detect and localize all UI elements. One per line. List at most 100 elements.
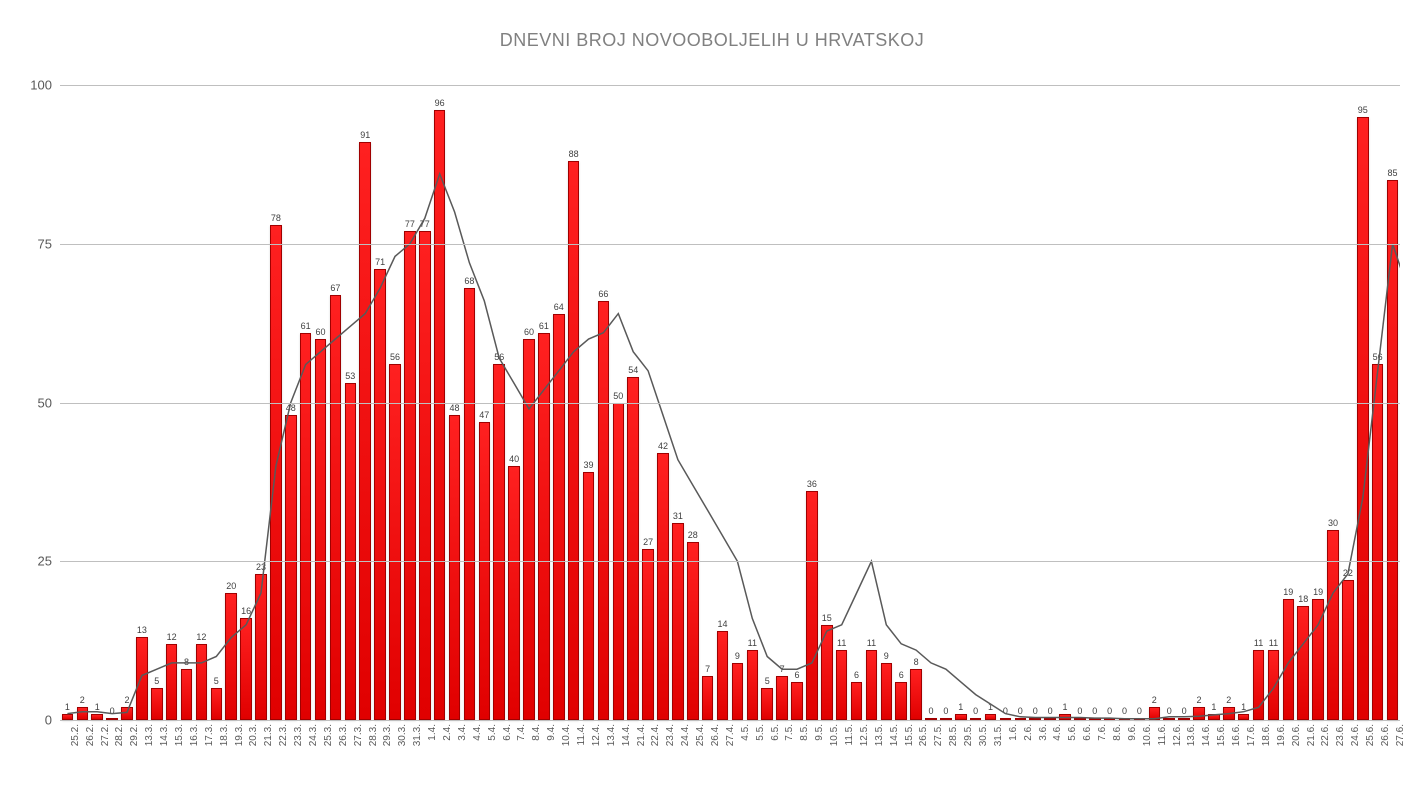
bar-value-label: 0 <box>110 706 115 718</box>
x-tick-label: 6.6. <box>1082 724 1093 741</box>
bar-group: 54 <box>627 377 639 720</box>
bar-group: 11 <box>1253 650 1265 720</box>
bar-group: 11 <box>1268 650 1280 720</box>
x-tick-label: 14.5. <box>889 724 900 746</box>
bar-value-label: 48 <box>450 403 460 415</box>
y-tick-label: 75 <box>38 236 60 251</box>
bar-value-label: 11 <box>837 638 846 650</box>
x-tick-label: 20.3. <box>248 724 259 746</box>
x-tick-label: 18.3. <box>219 724 230 746</box>
x-tick-label: 22.4. <box>650 724 661 746</box>
bar-group: 64 <box>553 314 565 720</box>
bar <box>211 688 223 720</box>
bar-value-label: 78 <box>271 213 281 225</box>
bar-value-label: 8 <box>184 657 189 669</box>
x-tick-label: 25.3. <box>323 724 334 746</box>
x-tick-label: 14.6. <box>1201 724 1212 746</box>
bar-group: 71 <box>374 269 386 720</box>
bar-value-label: 19 <box>1313 587 1323 599</box>
bar-value-label: 12 <box>167 632 177 644</box>
y-tick-label: 25 <box>38 554 60 569</box>
bar-group: 66 <box>598 301 610 720</box>
x-tick-label: 11.4. <box>576 724 587 746</box>
bar <box>836 650 848 720</box>
x-tick-label: 30.5. <box>978 724 989 746</box>
x-tick-label: 27.2. <box>100 724 111 746</box>
bar-value-label: 0 <box>1107 706 1112 718</box>
bar <box>240 618 252 720</box>
bar-value-label: 2 <box>1226 695 1231 707</box>
bar-value-label: 0 <box>1137 706 1142 718</box>
bar-value-label: 30 <box>1328 518 1338 530</box>
x-tick-label: 25.2. <box>70 724 81 746</box>
bar <box>151 688 163 720</box>
chart-container: DNEVNI BROJ NOVOOBOLJELIH U HRVATSKOJ 12… <box>0 0 1424 794</box>
bar-group: 11 <box>747 650 759 720</box>
x-tick-label: 2.6. <box>1023 724 1034 741</box>
bar-value-label: 0 <box>1033 706 1038 718</box>
bar <box>449 415 461 720</box>
x-tick-label: 26.5. <box>918 724 929 746</box>
bar <box>508 466 520 720</box>
x-tick-label: 8.6. <box>1112 724 1123 741</box>
x-tick-label: 2.4. <box>442 724 453 741</box>
bar-value-label: 5 <box>154 676 159 688</box>
bar-group: 96 <box>434 110 446 720</box>
bar-value-label: 0 <box>1122 706 1127 718</box>
bar <box>1297 606 1309 720</box>
bar <box>479 422 491 720</box>
y-tick-label: 100 <box>30 78 60 93</box>
x-tick-label: 26.4. <box>710 724 721 746</box>
bar-value-label: 0 <box>943 706 948 718</box>
bar <box>1357 117 1369 720</box>
bar-group: 56 <box>1372 364 1384 720</box>
bar <box>225 593 237 720</box>
bar <box>285 415 297 720</box>
bar-group: 36 <box>806 491 818 720</box>
bar-value-label: 96 <box>435 98 445 110</box>
x-tick-label: 13.4. <box>606 724 617 746</box>
bar-value-label: 7 <box>705 664 710 676</box>
bar <box>1149 707 1161 720</box>
grid-line <box>60 244 1400 245</box>
bar <box>359 142 371 720</box>
x-tick-label: 21.3. <box>263 724 274 746</box>
x-tick-label: 19.6. <box>1276 724 1287 746</box>
bar-value-label: 66 <box>598 289 608 301</box>
x-tick-label: 11.6. <box>1157 724 1168 746</box>
bar-value-label: 36 <box>807 479 817 491</box>
x-tick-label: 28.3. <box>368 724 379 746</box>
bar-value-label: 13 <box>137 625 147 637</box>
bar-value-label: 40 <box>509 454 519 466</box>
bar <box>1342 580 1354 720</box>
bar-value-label: 7 <box>780 664 785 676</box>
bar-group: 27 <box>642 549 654 720</box>
bar-value-label: 1 <box>1062 702 1067 714</box>
bar-value-label: 91 <box>360 130 370 142</box>
bar-group: 18 <box>1297 606 1309 720</box>
bar-group: 68 <box>464 288 476 720</box>
bar <box>77 707 89 720</box>
bar <box>1253 650 1265 720</box>
bar <box>687 542 699 720</box>
x-tick-label: 9.6. <box>1127 724 1138 741</box>
bar-group: 48 <box>449 415 461 720</box>
bar <box>374 269 386 720</box>
bar-group: 91 <box>359 142 371 720</box>
x-tick-label: 25.4. <box>695 724 706 746</box>
bar <box>717 631 729 720</box>
bar-value-label: 23 <box>256 562 266 574</box>
bar-group: 42 <box>657 453 669 720</box>
bar <box>747 650 759 720</box>
bar <box>642 549 654 720</box>
x-tick-label: 1.6. <box>1008 724 1019 741</box>
bar-group: 5 <box>761 688 773 720</box>
x-tick-label: 31.5. <box>993 724 1004 746</box>
x-tick-label: 30.3. <box>397 724 408 746</box>
x-tick-label: 7.6. <box>1097 724 1108 741</box>
bar-value-label: 39 <box>584 460 594 472</box>
bar-group: 28 <box>687 542 699 720</box>
bar-group: 67 <box>330 295 342 720</box>
bar-group: 6 <box>791 682 803 720</box>
x-tick-label: 18.6. <box>1261 724 1272 746</box>
